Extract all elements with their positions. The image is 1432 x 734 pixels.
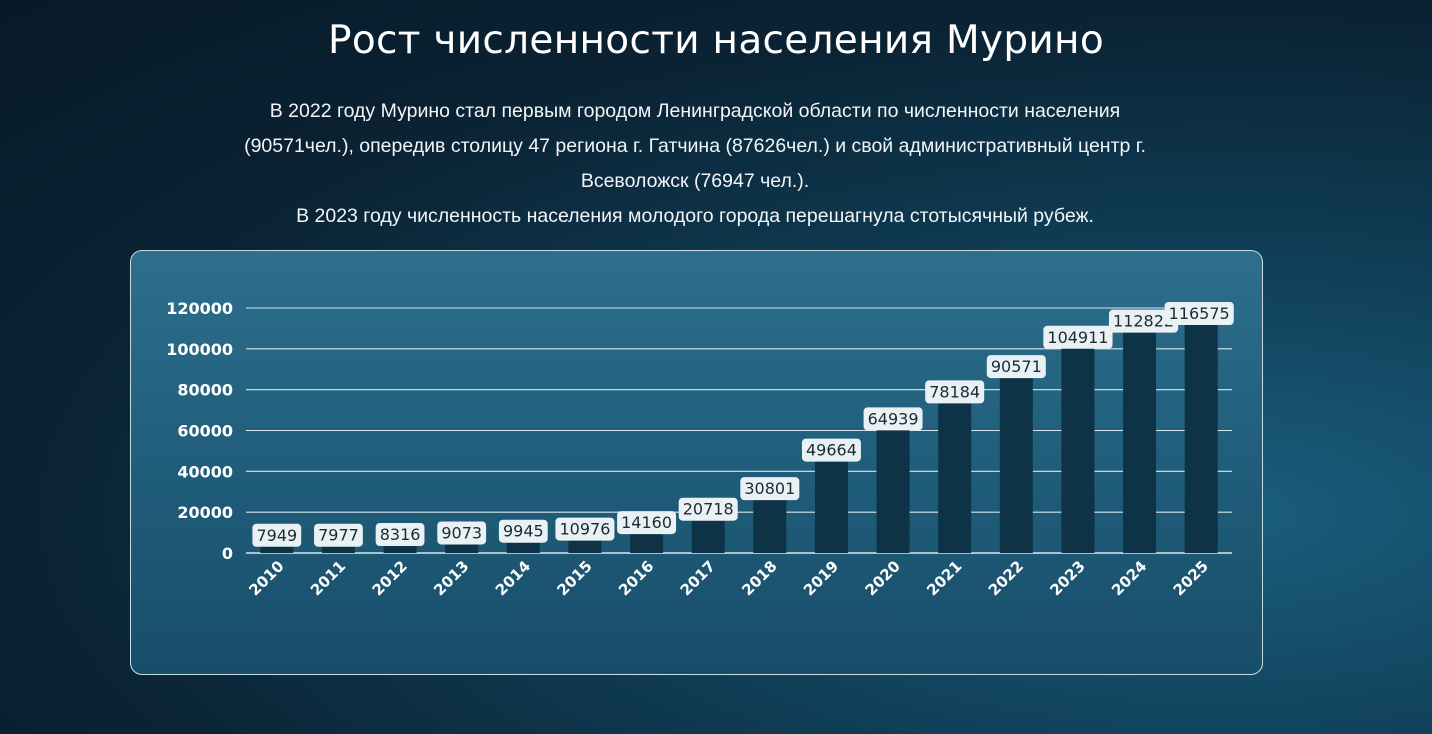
x-tick-label: 2017 bbox=[677, 557, 719, 599]
data-label: 78184 bbox=[929, 382, 980, 401]
x-tick-label: 2018 bbox=[738, 557, 780, 599]
chart-panel: 0 20000 40000 60000 80000 100000 120000 7949 201… bbox=[130, 250, 1263, 675]
data-label-box bbox=[986, 355, 1046, 379]
description-line-1: В 2022 году Мурино стал первым городом Л… bbox=[269, 100, 1121, 122]
bar bbox=[999, 368, 1033, 553]
data-label-box bbox=[555, 517, 615, 541]
y-tick-label: 80000 bbox=[177, 381, 233, 400]
data-label: 104911 bbox=[1047, 328, 1108, 347]
y-tick-label: 120000 bbox=[166, 299, 233, 318]
bar bbox=[1184, 314, 1218, 553]
data-label-box bbox=[801, 438, 861, 462]
data-label-box bbox=[437, 521, 487, 545]
data-label-box bbox=[863, 407, 923, 431]
data-label-box bbox=[375, 523, 425, 547]
y-tick-label: 40000 bbox=[177, 462, 233, 481]
data-label: 30801 bbox=[744, 479, 795, 498]
bar bbox=[876, 420, 910, 553]
description-line-2: (90571чел.), опередив столицу 47 региона… bbox=[244, 135, 1146, 157]
data-label: 112822 bbox=[1113, 312, 1174, 331]
bar bbox=[753, 490, 787, 553]
data-label: 9073 bbox=[441, 523, 482, 542]
bar bbox=[814, 451, 848, 553]
description: В 2022 году Мурино стал первым городом Л… bbox=[150, 94, 1240, 234]
population-bar-chart: 0 20000 40000 60000 80000 100000 120000 7949 201… bbox=[166, 299, 1234, 599]
x-tick-label: 2022 bbox=[985, 557, 1027, 599]
x-tick-label: 2021 bbox=[923, 557, 965, 599]
data-label-box bbox=[498, 519, 548, 543]
data-label: 116575 bbox=[1169, 304, 1230, 323]
y-tick-label: 60000 bbox=[177, 422, 233, 441]
data-label: 49664 bbox=[806, 441, 857, 460]
data-label: 14160 bbox=[621, 513, 672, 532]
data-label: 9945 bbox=[503, 522, 544, 541]
x-tick-label: 2011 bbox=[307, 557, 349, 599]
data-label: 7949 bbox=[256, 526, 297, 545]
data-label: 64939 bbox=[868, 409, 919, 428]
x-tick-label: 2014 bbox=[492, 557, 534, 599]
x-tick-label: 2023 bbox=[1047, 557, 1089, 599]
description-line-4: В 2023 году численность населения молодо… bbox=[296, 205, 1094, 227]
data-label: 10976 bbox=[559, 520, 610, 539]
y-tick-label: 0 bbox=[222, 544, 233, 563]
data-label-box bbox=[252, 523, 302, 547]
page-title: Рост численности населения Мурино bbox=[328, 18, 1104, 63]
x-tick-label: 2020 bbox=[862, 557, 904, 599]
x-tick-label: 2010 bbox=[245, 557, 287, 599]
data-label-box bbox=[1043, 325, 1113, 349]
data-label-box bbox=[314, 523, 363, 547]
bar bbox=[1123, 322, 1157, 553]
data-label: 20718 bbox=[683, 500, 734, 519]
x-tick-label: 2024 bbox=[1108, 557, 1150, 599]
data-label-box bbox=[1108, 309, 1179, 333]
description-line-3: Всеволожск (76947 чел.). bbox=[580, 170, 810, 192]
data-label-box bbox=[678, 497, 738, 521]
x-tick-label: 2019 bbox=[800, 557, 842, 599]
data-label-box bbox=[1164, 301, 1234, 325]
x-tick-label: 2013 bbox=[430, 557, 472, 599]
x-tick-label: 2025 bbox=[1170, 557, 1212, 599]
x-tick-label: 2016 bbox=[615, 557, 657, 599]
y-tick-label: 20000 bbox=[177, 503, 233, 522]
data-label-box bbox=[925, 380, 985, 404]
data-label-box bbox=[740, 477, 800, 501]
y-tick-label: 100000 bbox=[166, 340, 233, 359]
bar bbox=[1061, 338, 1095, 553]
data-label: 90571 bbox=[991, 357, 1042, 376]
bar bbox=[938, 393, 972, 553]
x-tick-label: 2012 bbox=[369, 557, 411, 599]
data-label: 7977 bbox=[318, 526, 359, 545]
data-label-box bbox=[617, 511, 677, 535]
data-label: 8316 bbox=[380, 525, 421, 544]
x-tick-label: 2015 bbox=[554, 557, 596, 599]
